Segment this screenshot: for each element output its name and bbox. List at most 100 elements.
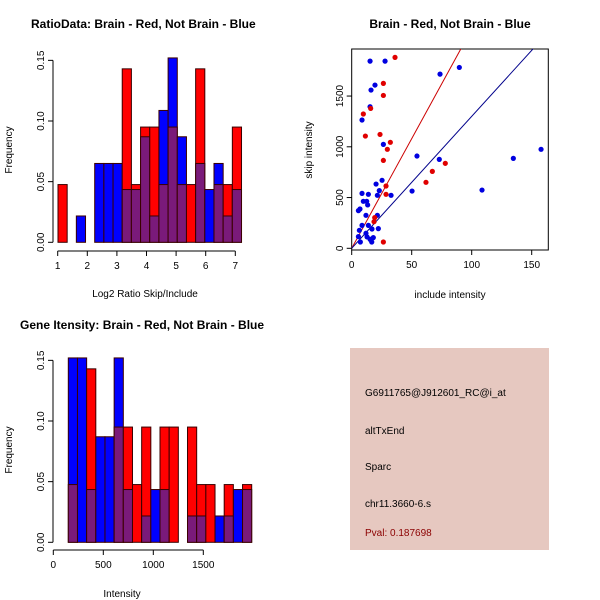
blue-data-point <box>370 235 376 241</box>
histogram-bar-red <box>57 184 68 243</box>
y-tick-label: 500 <box>335 189 346 206</box>
probe-id: G6911765@J912601_RC@i_at <box>365 388 506 399</box>
blue-data-point <box>357 206 363 212</box>
blue-data-point <box>436 156 442 162</box>
histogram-bar-blue <box>94 162 105 243</box>
blue-data-point <box>356 227 362 233</box>
histogram-bar-blue <box>232 489 244 543</box>
histogram-bar-overlap <box>121 189 132 243</box>
red-data-point <box>371 219 377 225</box>
blue-data-point <box>510 155 516 161</box>
blue-data-point <box>368 87 374 93</box>
y-tick-label: 1500 <box>335 84 346 107</box>
x-tick-label: 500 <box>95 560 112 571</box>
x-tick-label: 1 <box>55 261 61 272</box>
ratio-histogram-title: RatioData: Brain - Red, Not Brain - Blue <box>31 17 256 31</box>
blue-data-point <box>382 58 388 64</box>
scatter-plot-box <box>351 48 549 251</box>
blue-data-point <box>363 212 369 218</box>
blue-data-point <box>369 239 375 245</box>
blue-data-point <box>456 64 462 71</box>
red-data-point <box>362 133 368 139</box>
histogram-bar-overlap <box>213 184 224 243</box>
x-tick-label: 1500 <box>192 560 215 571</box>
histogram-bar-overlap <box>130 189 142 243</box>
x-tick-label: 1000 <box>142 560 165 571</box>
ratio-histogram-ylabel: Frequency <box>4 126 15 173</box>
histogram-bar-red <box>205 484 216 543</box>
red-data-point <box>442 160 448 166</box>
blue-data-point <box>373 181 379 187</box>
blue-data-point <box>538 146 544 152</box>
red-data-point <box>380 92 386 99</box>
blue-data-point <box>359 117 365 123</box>
x-tick-label: 150 <box>523 260 540 271</box>
histogram-bar-overlap <box>195 162 206 243</box>
red-data-point <box>360 111 366 117</box>
blue-fit-line <box>351 49 534 249</box>
ratio-histogram: RatioData: Brain - Red, Not Brain - Blue… <box>4 17 256 300</box>
histogram-bar-overlap <box>141 515 152 543</box>
event-type: altTxEnd <box>365 426 404 437</box>
histogram-bar-overlap <box>222 215 233 243</box>
histogram-bar-blue <box>103 162 114 243</box>
blue-data-point <box>409 188 415 194</box>
scatter-xlabel: include intensity <box>414 290 485 301</box>
x-tick-label: 50 <box>406 260 418 271</box>
gene-name: Sparc <box>365 462 391 473</box>
x-tick-label: 5 <box>173 261 179 272</box>
blue-data-point <box>437 71 443 77</box>
red-data-point <box>384 146 390 152</box>
blue-data-point <box>365 191 371 197</box>
x-tick-label: 3 <box>114 261 120 272</box>
histogram-bar-overlap <box>196 515 207 543</box>
red-data-point <box>377 131 383 138</box>
info-panel: G6911765@J912601_RC@i_at altTxEnd Sparc … <box>350 348 549 550</box>
red-data-point <box>392 54 398 60</box>
x-tick-label: 7 <box>233 261 239 272</box>
y-tick-label: 0.00 <box>36 532 47 552</box>
red-data-point <box>380 80 386 86</box>
red-data-point <box>380 239 386 245</box>
x-tick-label: 4 <box>144 261 150 272</box>
histogram-bar-blue <box>150 489 161 543</box>
histogram-bar-blue <box>214 515 225 543</box>
histogram-bar-blue <box>112 162 123 243</box>
y-tick-label: 0.10 <box>36 111 47 131</box>
histogram-bar-overlap <box>187 515 198 543</box>
blue-data-point <box>414 153 420 159</box>
blue-data-point <box>357 239 363 245</box>
histogram-bar-overlap <box>122 489 133 543</box>
blue-data-point <box>355 234 362 240</box>
y-tick-label: 0.00 <box>36 232 47 252</box>
y-tick-label: 1000 <box>335 135 346 158</box>
blue-data-point <box>359 190 365 196</box>
blue-data-point <box>375 226 381 232</box>
histogram-bar-blue <box>95 436 106 543</box>
histogram-bar-overlap <box>176 184 187 243</box>
histogram-bar-blue <box>104 436 115 543</box>
histogram-bar-red <box>168 426 179 543</box>
intensity-scatter: Brain - Red, Not Brain - Blue include in… <box>304 17 549 301</box>
histogram-bar-overlap <box>158 184 169 243</box>
info-panel-background <box>350 348 549 550</box>
intensity-histogram-xlabel: Intensity <box>103 589 140 600</box>
genomic-location: chr11.3660-6.s <box>365 499 431 510</box>
histogram-bar-blue <box>75 215 87 243</box>
histogram-bar-overlap <box>140 136 151 243</box>
y-tick-label: 0 <box>335 245 346 251</box>
histogram-bar-overlap <box>159 489 170 543</box>
histogram-bar-red <box>185 184 197 243</box>
histogram-bar-overlap <box>113 426 124 543</box>
y-tick-label: 0.15 <box>36 350 47 370</box>
histogram-bar-overlap <box>231 189 243 243</box>
blue-data-point <box>388 192 394 198</box>
red-data-point <box>429 168 435 174</box>
red-data-point <box>387 139 393 145</box>
blue-data-point <box>367 58 373 64</box>
blue-data-point <box>376 188 382 194</box>
histogram-bar-blue <box>204 189 215 243</box>
red-data-point <box>380 157 386 164</box>
